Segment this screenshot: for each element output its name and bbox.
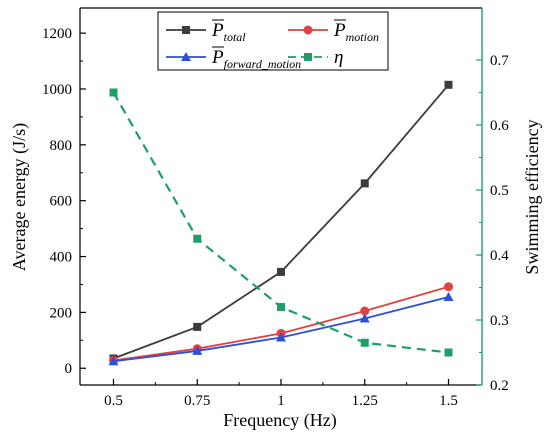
y-left-tick-label: 400	[50, 250, 73, 266]
x-tick-label: 1.25	[352, 393, 378, 409]
x-tick-label: 1.5	[439, 393, 458, 409]
data-point-pforward	[359, 313, 370, 323]
data-point-eta	[360, 338, 369, 347]
y-right-tick-label: 0.3	[490, 313, 509, 329]
data-point-pforward	[276, 332, 286, 342]
data-point-pforward	[108, 356, 119, 366]
x-tick-label: 0.5	[104, 393, 123, 409]
legend-marker-eta	[304, 53, 312, 61]
y-axis-right-label: Swimming efficiency	[522, 119, 542, 274]
legend-marker-pmotion	[303, 25, 313, 35]
y-left-tick-label: 200	[50, 305, 73, 321]
y-axis-left-label: Average energy (J/s)	[9, 123, 30, 271]
y-right-tick-label: 0.6	[490, 118, 509, 134]
data-point-pforward	[192, 345, 203, 355]
axes: 0.5 0.75 1 1.25 1.5 0 200 400 600 800 1000 1200 0.2 0…	[42, 7, 509, 409]
data-point-pmotion	[360, 306, 370, 316]
data-point-eta	[109, 88, 118, 97]
y-right-tick-label: 0.4	[490, 248, 509, 264]
legend-label-eta: η	[334, 47, 343, 68]
data-point-pmotion	[444, 282, 453, 292]
y-right-tick-label: 0.2	[490, 378, 509, 394]
legend-box	[157, 11, 389, 71]
data-point-ptotal	[193, 322, 202, 331]
y-left-tick-label: 1000	[42, 82, 72, 98]
legend-label-pforward: Pforward_motion	[211, 47, 301, 71]
y-left-tick-label: 600	[50, 194, 73, 210]
x-tick-label: 0.75	[184, 393, 210, 409]
series-line-ptotal	[113, 84, 450, 360]
y-left-tick-label: 1200	[42, 26, 72, 42]
data-point-pforward	[443, 292, 454, 302]
y-left-tick-label: 800	[50, 138, 73, 154]
data-point-ptotal	[444, 80, 453, 89]
series-line-eta	[112, 91, 449, 354]
x-tick-label: 1	[277, 393, 285, 409]
data-point-eta	[193, 234, 202, 243]
series-line-pmotion	[113, 285, 449, 362]
legend-label-pmotion: Pmotion	[333, 20, 379, 44]
legend-label-ptotal: Ptotal	[211, 20, 246, 44]
y-right-tick-label: 0.5	[490, 183, 509, 199]
plot-area	[108, 80, 454, 366]
data-point-ptotal	[360, 179, 369, 188]
legend-marker-pforward	[181, 52, 191, 61]
data-point-ptotal	[277, 267, 285, 276]
y-right-tick-label: 0.7	[490, 53, 509, 69]
x-axis-label: Frequency (Hz)	[223, 410, 336, 431]
y-left-tick-label: 0	[65, 361, 73, 377]
legend: Ptotal Pmotion Pforward_motion η	[157, 11, 389, 71]
data-point-eta	[277, 303, 285, 311]
legend-marker-ptotal	[182, 26, 190, 34]
data-point-eta	[444, 348, 453, 357]
